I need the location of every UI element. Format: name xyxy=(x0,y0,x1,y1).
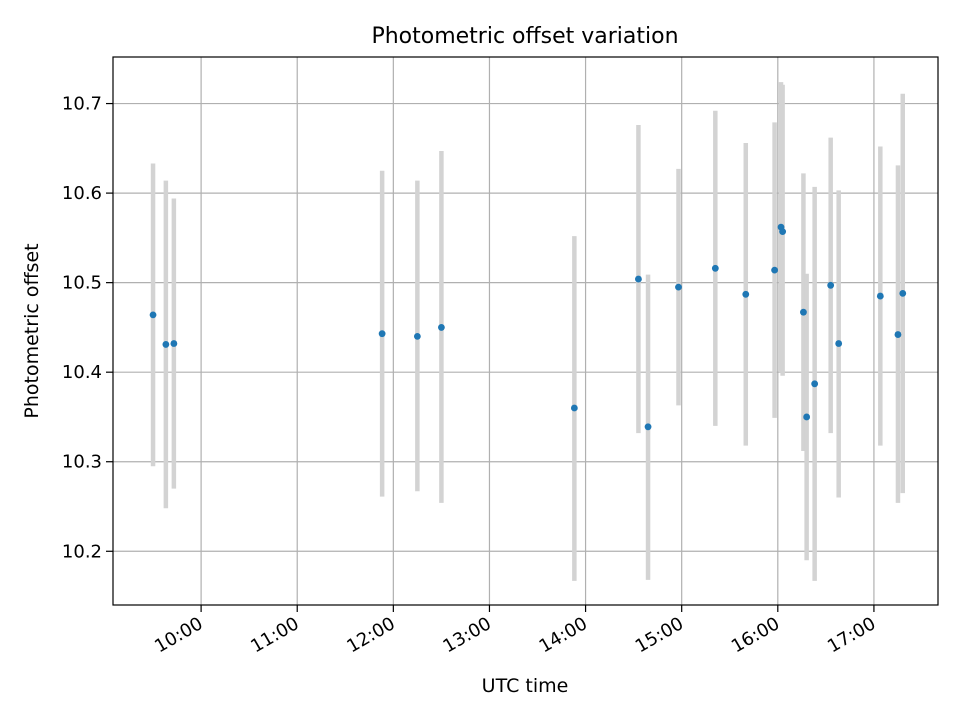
data-point xyxy=(742,290,750,298)
data-point xyxy=(827,281,835,289)
data-point xyxy=(570,404,578,412)
y-tick-label: 10.5 xyxy=(62,273,102,294)
data-point xyxy=(162,341,170,348)
data-point xyxy=(800,308,807,316)
data-point xyxy=(635,275,642,283)
y-tick-label: 10.2 xyxy=(62,541,102,562)
data-point xyxy=(413,332,421,340)
x-axis-label: UTC time xyxy=(482,675,569,697)
data-point xyxy=(779,228,787,236)
data-point xyxy=(675,283,682,291)
data-point xyxy=(899,289,907,297)
plot-area-background xyxy=(113,57,938,605)
data-point xyxy=(835,340,843,347)
data-point xyxy=(711,264,719,272)
data-point xyxy=(771,266,779,274)
data-point xyxy=(803,413,811,421)
data-point xyxy=(437,324,445,331)
data-point xyxy=(894,331,902,338)
marker-layer xyxy=(149,223,907,431)
y-tick-label: 10.3 xyxy=(62,452,102,473)
y-tick-label: 10.4 xyxy=(62,362,102,383)
data-point xyxy=(811,380,819,388)
data-point xyxy=(876,292,884,300)
y-tick-label: 10.7 xyxy=(62,94,102,115)
y-tick-label: 10.6 xyxy=(62,183,102,204)
chart-title: Photometric offset variation xyxy=(371,24,678,49)
plot-area-frame xyxy=(112,56,939,606)
data-point xyxy=(644,423,652,431)
y-axis-label: Photometric offset xyxy=(21,243,43,418)
data-point xyxy=(149,311,157,319)
grid-layer xyxy=(113,57,938,605)
data-point xyxy=(170,340,178,347)
data-point xyxy=(378,330,386,338)
